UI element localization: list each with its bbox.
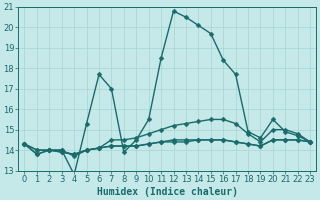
X-axis label: Humidex (Indice chaleur): Humidex (Indice chaleur) bbox=[97, 186, 238, 197]
